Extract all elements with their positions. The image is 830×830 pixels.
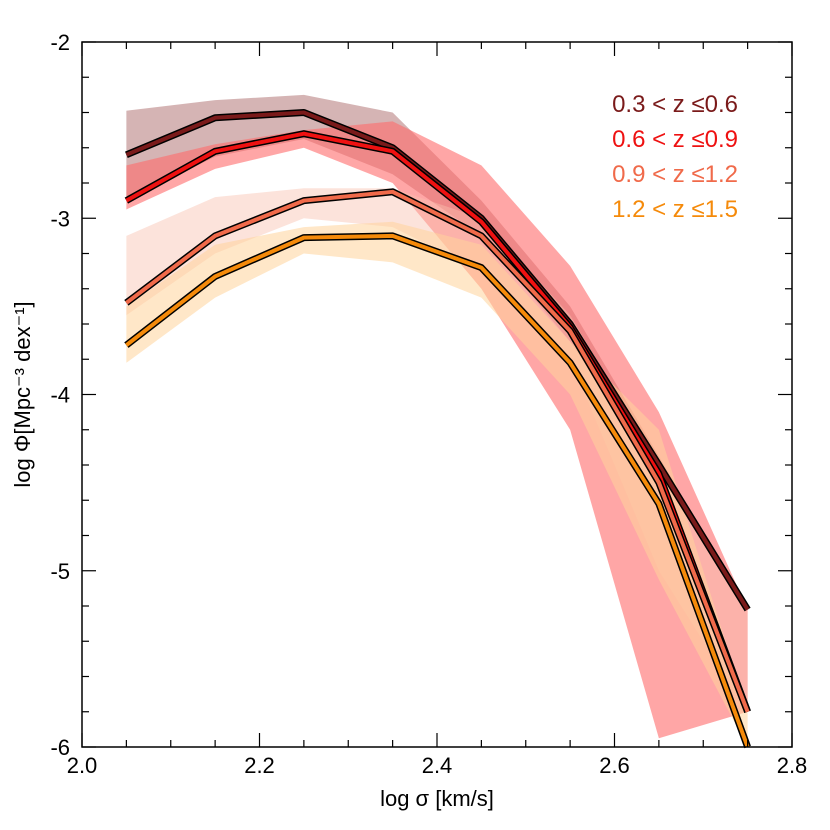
uncertainty-bands [126, 94, 748, 747]
y-tick-label: -3 [50, 206, 70, 231]
legend-entry-series-4: 1.2 < z ≤1.5 [612, 196, 738, 223]
x-axis-label: log σ [km/s] [380, 786, 494, 811]
legend: 0.3 < z ≤0.6 0.6 < z ≤0.9 0.9 < z ≤1.2 1.2 … [612, 91, 738, 223]
legend-entry-series-2: 0.6 < z ≤0.9 [612, 126, 738, 153]
x-tick-labels: 2.0 2.2 2.4 2.6 2.8 [67, 753, 808, 778]
x-tick-label: 2.6 [599, 753, 630, 778]
y-tick-label: -6 [50, 735, 70, 760]
line-series-2 [125, 131, 750, 713]
band-series-4 [126, 221, 748, 747]
x-tick-label: 2.8 [777, 753, 808, 778]
x-tick-label: 2.4 [422, 753, 453, 778]
y-axis-label: log Φ[Mpc⁻³ dex⁻¹] [10, 301, 35, 487]
series-lines [124, 109, 751, 749]
x-tick-label: 2.2 [244, 753, 275, 778]
legend-entry-series-3: 0.9 < z ≤1.2 [612, 161, 738, 188]
legend-entry-series-1: 0.3 < z ≤0.6 [612, 91, 738, 118]
line-series-3 [125, 189, 750, 713]
y-tick-label: -5 [50, 559, 70, 584]
y-tick-label: -2 [50, 30, 70, 55]
line-series-4 [125, 233, 750, 748]
axis-ticks [81, 41, 793, 748]
x-tick-label: 2.0 [67, 753, 98, 778]
y-tick-label: -4 [50, 383, 70, 408]
y-tick-labels: -2 -3 -4 -5 -6 [50, 30, 70, 760]
